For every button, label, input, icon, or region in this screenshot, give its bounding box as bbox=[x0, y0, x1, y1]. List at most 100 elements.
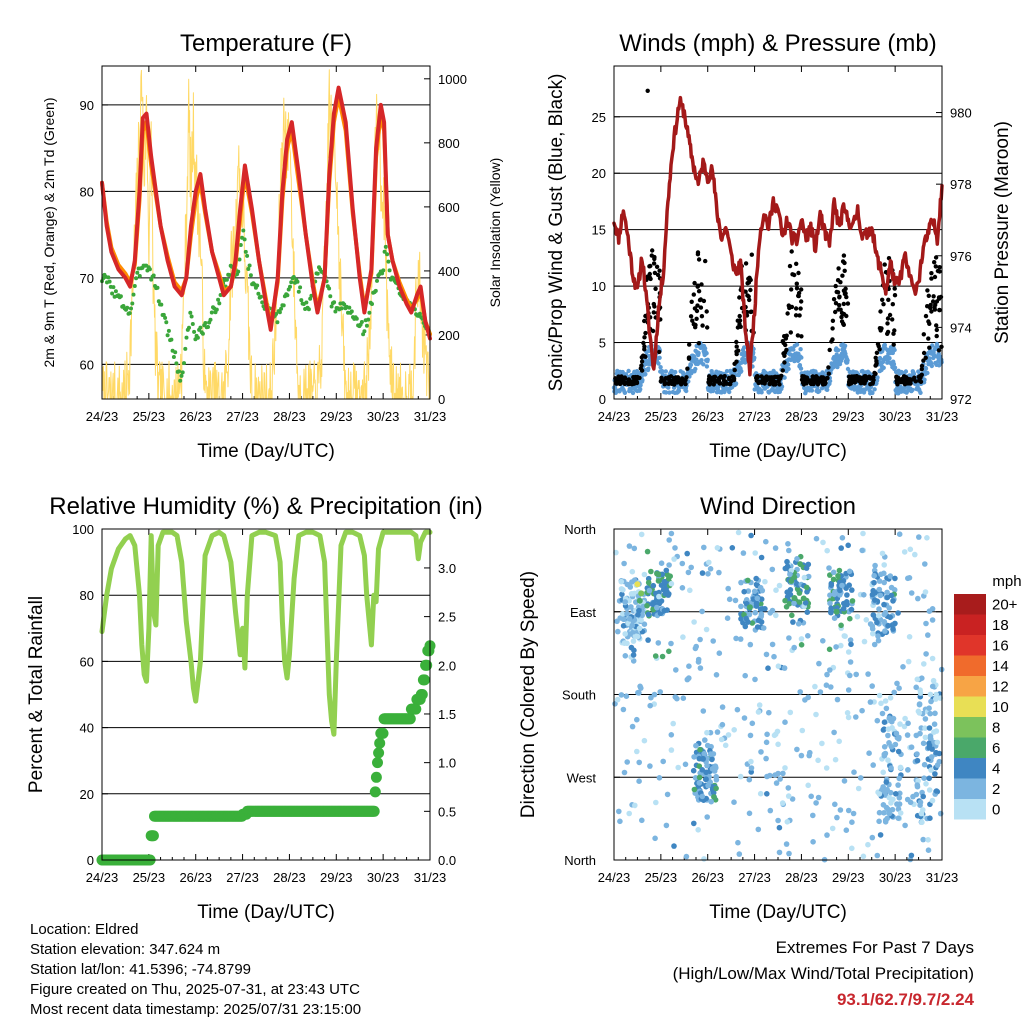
rain-point bbox=[368, 805, 380, 817]
direction-point bbox=[718, 736, 725, 743]
x-tick-label: 28/23 bbox=[785, 409, 818, 424]
direction-point bbox=[801, 574, 808, 581]
y-axis-label: Percent & Total Rainfall bbox=[26, 596, 47, 793]
direction-point bbox=[817, 689, 824, 695]
gust-point bbox=[668, 381, 674, 386]
direction-point bbox=[876, 606, 882, 612]
dewpoint-point bbox=[359, 320, 364, 324]
gust-point bbox=[829, 339, 834, 344]
gust-point bbox=[762, 381, 767, 386]
y2-tick-label: 2.5 bbox=[438, 610, 456, 625]
direction-point bbox=[895, 815, 902, 821]
wind-point bbox=[792, 358, 797, 364]
gust-point bbox=[700, 323, 705, 328]
x-tick-label: 25/23 bbox=[645, 870, 678, 885]
gust-point bbox=[762, 375, 767, 381]
x-tick-label: 28/23 bbox=[785, 870, 818, 885]
direction-point bbox=[655, 640, 662, 646]
direction-point bbox=[917, 799, 924, 805]
gust-point bbox=[734, 359, 739, 364]
y-axis-label: 2m & 9m T (Red, Orange) & 2m Td (Green) bbox=[41, 98, 57, 368]
direction-point bbox=[735, 839, 741, 846]
direction-point bbox=[641, 737, 648, 744]
direction-point bbox=[902, 715, 908, 722]
direction-point bbox=[838, 622, 844, 629]
direction-point bbox=[647, 763, 653, 769]
wind-point bbox=[927, 356, 932, 361]
gust-point bbox=[652, 270, 658, 276]
direction-point bbox=[848, 606, 855, 613]
direction-point bbox=[890, 796, 896, 803]
dewpoint-point bbox=[241, 228, 246, 233]
direction-point bbox=[688, 564, 694, 571]
direction-point bbox=[810, 839, 816, 845]
direction-point bbox=[755, 709, 762, 715]
wind-point bbox=[694, 357, 699, 362]
direction-point bbox=[651, 691, 658, 698]
direction-point bbox=[713, 773, 719, 780]
direction-point bbox=[709, 766, 716, 772]
direction-point bbox=[696, 780, 703, 786]
direction-point bbox=[830, 569, 837, 576]
gust-point bbox=[641, 340, 646, 346]
gust-point bbox=[841, 322, 846, 327]
direction-point bbox=[925, 632, 931, 638]
direction-point bbox=[647, 702, 653, 709]
direction-point bbox=[827, 600, 833, 607]
direction-point bbox=[890, 598, 896, 604]
direction-point bbox=[844, 601, 850, 608]
direction-point bbox=[882, 698, 889, 704]
direction-point bbox=[923, 651, 929, 657]
direction-point bbox=[763, 755, 769, 762]
direction-point bbox=[929, 655, 936, 662]
wind-point bbox=[910, 387, 915, 393]
panel-2: Winds (mph) & Pressure (mb) Time (Day/UTC… bbox=[546, 30, 1013, 462]
gust-point bbox=[696, 257, 702, 262]
direction-point bbox=[876, 692, 883, 699]
direction-point bbox=[754, 595, 761, 602]
wind-point bbox=[827, 378, 833, 384]
direction-point bbox=[722, 742, 729, 749]
direction-point bbox=[800, 595, 807, 602]
direction-point bbox=[892, 620, 898, 627]
x-tick-label: 30/23 bbox=[367, 870, 400, 885]
direction-point bbox=[776, 824, 783, 831]
wind-point bbox=[704, 351, 709, 356]
direction-point bbox=[925, 837, 931, 843]
gust-point bbox=[787, 263, 793, 269]
gust-point bbox=[720, 375, 725, 380]
y-tick-label: West bbox=[567, 770, 597, 785]
direction-point bbox=[866, 750, 872, 756]
direction-point bbox=[695, 827, 701, 833]
gust-point bbox=[934, 323, 939, 328]
direction-point bbox=[703, 769, 709, 776]
y2-tick-label: 972 bbox=[950, 392, 972, 407]
wind-point bbox=[638, 387, 643, 392]
gust-point bbox=[658, 378, 664, 384]
direction-point bbox=[752, 676, 758, 683]
wind-point bbox=[870, 390, 875, 396]
gust-point bbox=[662, 381, 668, 386]
direction-point bbox=[897, 721, 903, 727]
direction-point bbox=[927, 735, 934, 741]
x-axis-label: Time (Day/UTC) bbox=[197, 902, 335, 923]
gust-point bbox=[837, 294, 842, 299]
gust-point bbox=[648, 263, 653, 269]
x-tick-label: 31/23 bbox=[414, 870, 447, 885]
wind-point bbox=[666, 385, 671, 390]
direction-point bbox=[877, 832, 884, 838]
direction-point bbox=[618, 586, 625, 592]
wind-point bbox=[626, 368, 631, 374]
gust-point bbox=[691, 322, 696, 327]
direction-point bbox=[641, 621, 648, 627]
direction-point bbox=[787, 709, 794, 716]
dewpoint-point bbox=[277, 310, 282, 315]
wind-point bbox=[835, 364, 840, 370]
dewpoint-point bbox=[190, 322, 195, 326]
direction-point bbox=[888, 789, 894, 796]
direction-point bbox=[933, 788, 940, 794]
gust-point bbox=[631, 375, 636, 380]
y-tick-label: 100 bbox=[72, 522, 94, 537]
wind-point bbox=[710, 388, 716, 394]
direction-point bbox=[626, 616, 633, 622]
